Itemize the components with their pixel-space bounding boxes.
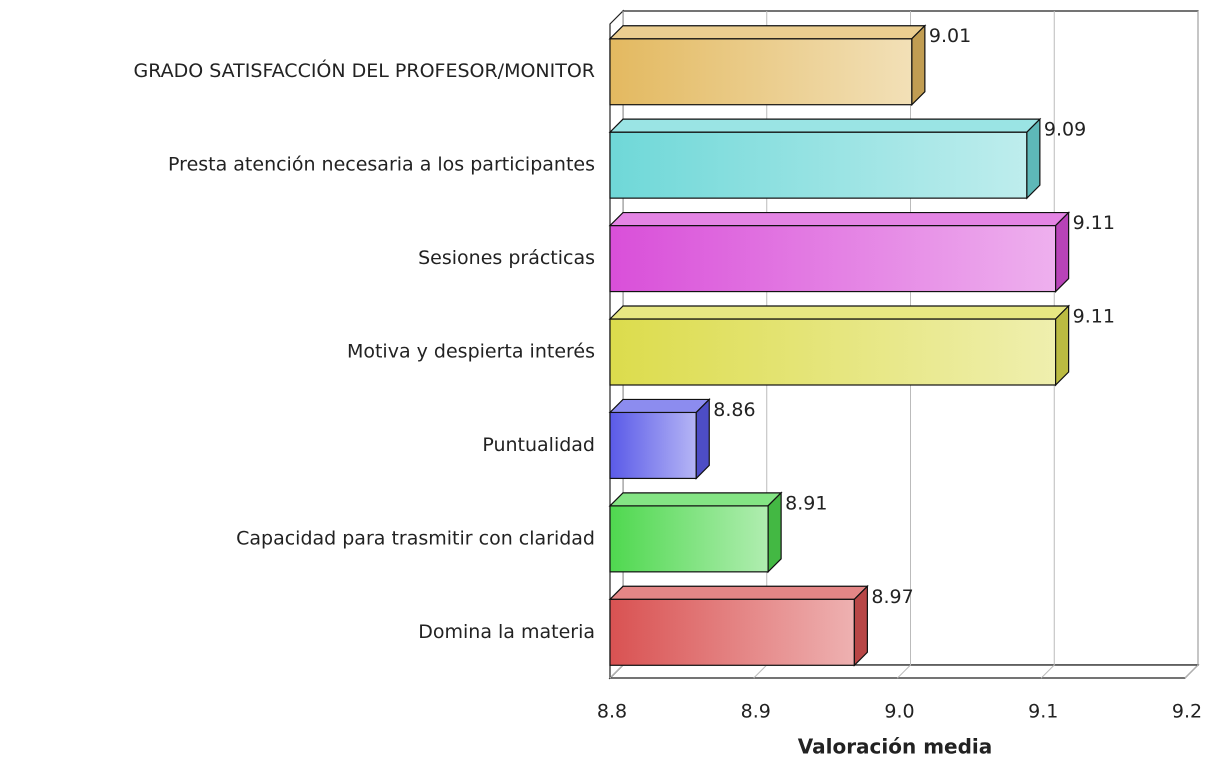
value-label: 8.97 [871,586,913,608]
x-tick-label: 9.1 [1028,701,1058,723]
grid-line [1184,664,1199,679]
grid-line [609,664,624,679]
value-label: 8.91 [785,492,827,514]
x-tick-label: 8.8 [597,701,627,723]
x-tick-label: 8.9 [741,701,771,723]
bar-top [608,305,1071,320]
category-label: Sesiones prácticas [418,247,595,269]
category-label: Domina la materia [418,621,595,643]
value-label: 8.86 [713,399,755,421]
bar [609,598,855,666]
x-tick-label: 9.0 [884,701,914,723]
bar-side [1055,211,1070,294]
x-axis-label: Valoración media [798,735,993,759]
bar [609,224,1057,293]
bar [609,318,1057,386]
bar [609,411,697,480]
bar-top [608,25,927,40]
bar-side [911,24,926,107]
bar-side [695,397,710,480]
grid-line [897,664,911,679]
bar-top [608,492,783,507]
grid-line [1040,664,1055,679]
bar-top [608,398,711,414]
bar-top [608,211,1071,227]
bar [609,38,913,106]
category-label: Capacidad para trasmitir con claridad [236,527,595,549]
bar [609,131,1028,199]
category-label: Presta atención necesaria a los particip… [168,154,595,176]
grid-line [753,664,768,679]
bar-top [608,585,869,600]
category-label: GRADO SATISFACCIÓN DEL PROFESOR/MONITOR [133,58,595,82]
bar [609,505,769,573]
category-label: Puntualidad [482,434,595,456]
value-label: 9.11 [1073,306,1115,328]
bar-side [767,491,782,574]
value-label: 9.01 [929,25,971,47]
x-tick-label: 9.2 [1172,701,1202,723]
bar-side [1055,304,1070,387]
bar-side [853,584,868,667]
bar-top [608,118,1042,133]
bar-side [1026,117,1041,200]
category-label: Motiva y despierta interés [347,341,595,363]
value-label: 9.11 [1073,212,1115,234]
value-label: 9.09 [1044,119,1086,141]
